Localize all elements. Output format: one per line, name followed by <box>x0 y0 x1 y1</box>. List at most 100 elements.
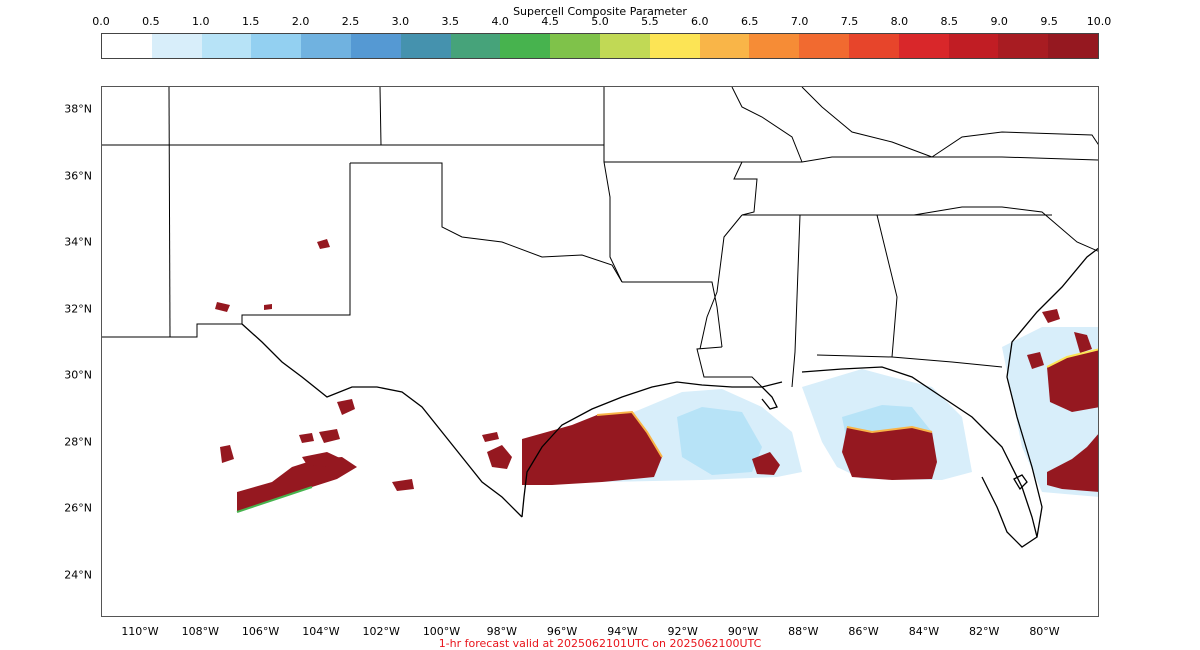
longitude-label: 110°W <box>121 625 159 638</box>
colorbar-swatch <box>848 34 899 58</box>
gulf-coast-texas <box>521 381 783 518</box>
scp-core-region <box>1047 349 1098 412</box>
colorbar-tick-label: 0.5 <box>142 15 160 28</box>
louisiana-east <box>696 346 763 388</box>
colorbar-swatch <box>749 34 800 58</box>
longitude-label: 96°W <box>546 625 578 638</box>
colorbar-swatch <box>450 34 501 58</box>
georgia-florida <box>816 354 1003 368</box>
scp-core-region <box>392 479 414 491</box>
longitude-label: 94°W <box>607 625 638 638</box>
scp-light-region <box>677 407 762 475</box>
colorbar-tick-label: 2.5 <box>341 15 360 28</box>
colorbar-swatch <box>301 34 351 58</box>
colorbar-swatch <box>998 34 1049 58</box>
gulf-coast-florida <box>801 366 1038 548</box>
scp-rim <box>236 486 313 513</box>
longitude-label: 98°W <box>486 625 517 638</box>
arkansas-louisiana <box>622 281 723 348</box>
scp-core-region <box>1027 352 1044 369</box>
scp-rim <box>846 425 933 434</box>
colorbar-swatch <box>649 34 700 58</box>
scp-core-region <box>220 445 234 463</box>
longitude-label: 102°W <box>362 625 400 638</box>
colorbar-tick-label: 9.0 <box>990 15 1008 28</box>
atlantic-coast <box>1006 247 1098 538</box>
map-panel <box>101 86 1099 617</box>
mississippi-delta <box>761 386 778 410</box>
colorbar-tick-label: 10.0 <box>1086 15 1112 28</box>
scp-rim <box>596 410 663 458</box>
scp-core-region <box>319 429 340 443</box>
scp-core-region <box>1074 332 1092 353</box>
scp-core-region <box>1047 434 1098 492</box>
colorbar-swatch <box>201 34 252 58</box>
colorbar-tick-label: 7.0 <box>790 15 809 28</box>
colorbar-tick-label: 2.0 <box>291 15 310 28</box>
scp-core-region <box>299 433 314 443</box>
colorbar-tick-label: 8.5 <box>940 15 959 28</box>
latitude-label: 36°N <box>64 169 92 182</box>
longitude-label: 80°W <box>1029 625 1060 638</box>
colorbar-tick-label: 6.0 <box>691 15 709 28</box>
colorbar-swatch <box>550 34 600 58</box>
lake-okeechobee <box>1013 474 1028 491</box>
longitude-label: 92°W <box>667 625 698 638</box>
colorado-kansas-border <box>379 87 382 146</box>
longitude-label: 104°W <box>302 625 340 638</box>
tn-ky <box>742 156 1098 163</box>
colorbar-swatch <box>102 34 152 58</box>
colorbar-swatch <box>500 34 551 58</box>
latitude-label: 28°N <box>64 435 92 448</box>
al-georgia <box>876 214 898 358</box>
colorbar-swatch <box>898 34 949 58</box>
colorbar-tick-label: 4.0 <box>491 15 509 28</box>
colorbar-tick-label: 6.5 <box>740 15 759 28</box>
colorbar-swatch <box>400 34 451 58</box>
ohio <box>801 87 933 158</box>
colorbar-tick-labels: 0.0 0.5 1.0 1.5 2.0 2.5 3.0 3.5 4.0 4.5 5.0 5.5 6.0 6… <box>0 15 1200 29</box>
colorbar-tick-label: 5.0 <box>591 15 609 28</box>
latitude-label: 34°N <box>64 235 92 249</box>
coastline <box>241 247 1098 548</box>
scp-shading <box>215 239 1098 513</box>
map-canvas <box>102 87 1098 548</box>
oklahoma-panhandle <box>350 162 623 283</box>
longitude-label: 100°W <box>422 625 461 638</box>
latitude-label: 24°N <box>64 568 92 581</box>
colorbar-tick-label: 9.5 <box>1040 15 1058 28</box>
longitude-label: 108°W <box>181 625 219 638</box>
colorbar <box>101 33 1099 59</box>
arkansas-border <box>604 161 758 216</box>
scp-core-region <box>482 432 499 442</box>
oklahoma-east <box>603 87 623 283</box>
scp-core-region <box>302 452 342 467</box>
scp-core-region <box>215 302 230 312</box>
state-boundaries <box>102 87 1098 388</box>
longitude-label: 86°W <box>848 625 879 638</box>
colorbar-swatch <box>151 34 202 58</box>
kentucky-north <box>731 87 803 163</box>
colorbar-swatch <box>350 34 401 58</box>
latitude-label: 30°N <box>64 368 92 382</box>
longitude-label: 106°W <box>241 625 280 638</box>
longitude-label: 90°W <box>727 625 759 638</box>
colorbar-tick-label: 3.5 <box>441 15 460 28</box>
colorbar-tick-label: 1.5 <box>241 15 260 28</box>
texas-mexico-border <box>241 323 523 518</box>
longitude-label: 82°W <box>969 625 1000 638</box>
latitude-label: 26°N <box>64 501 92 515</box>
colorbar-tick-label: 8.0 <box>890 15 909 28</box>
colorbar-tick-label: 1.0 <box>192 15 210 28</box>
colorbar-tick-label: 7.5 <box>840 15 859 28</box>
longitude-label: 84°W <box>908 625 940 638</box>
colorbar-swatch <box>699 34 750 58</box>
mississippi-border <box>699 214 743 350</box>
colorbar-swatch <box>599 34 650 58</box>
scp-core-region <box>842 427 937 480</box>
colorbar-tick-label: 0.0 <box>92 15 110 28</box>
colorbar-swatch <box>799 34 849 58</box>
virginia <box>931 131 1098 158</box>
latitude-label: 38°N <box>64 102 92 116</box>
colorbar-swatch <box>1048 34 1098 58</box>
